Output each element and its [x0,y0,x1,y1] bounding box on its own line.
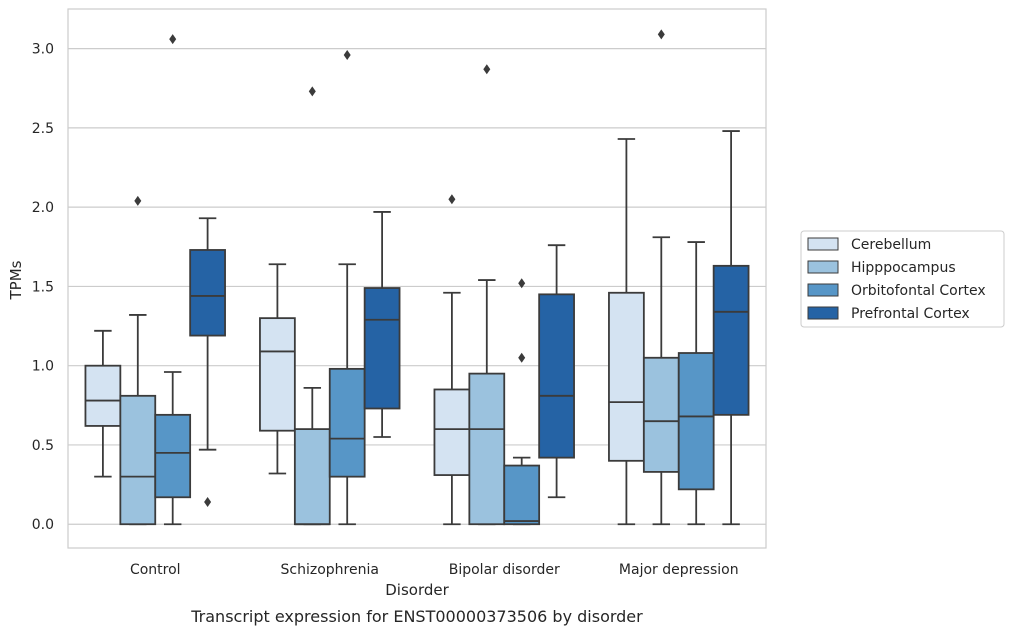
box-body [677,352,715,491]
plot-area-frame [67,8,767,549]
box-prefrontal-cortex-schizophrenia [363,211,401,438]
x-tick-label: Control [130,562,181,578]
box-body [712,264,750,416]
box-orbitofontal-cortex-major-depression [677,241,715,526]
box-body [189,249,226,337]
box-body [608,291,645,462]
box-body [538,293,575,459]
x-tick-label: Bipolar disorder [449,562,560,578]
box-body [119,394,157,526]
outlier-point [204,497,212,508]
y-tick-label: 2.5 [32,121,54,137]
outlier-point [134,195,142,206]
outlier-point [448,194,456,205]
box-cerebellum-major-depression [608,138,645,526]
box-body [363,287,401,410]
box-hipppocampus-control [119,195,157,526]
y-tick-label: 3.0 [32,42,54,58]
legend-swatch [807,260,839,274]
legend-label: Prefrontal Cortex [851,306,970,322]
box-orbitofontal-cortex-control [154,34,192,526]
outlier-point [483,64,491,75]
y-tick-label: 0.5 [32,438,54,454]
box-body [84,364,122,427]
y-tick-label: 1.0 [32,359,54,375]
box-hipppocampus-schizophrenia [293,86,331,526]
legend-label: Hipppocampus [851,260,956,276]
outlier-point [518,352,526,363]
y-axis-title: TPMs [7,260,25,300]
x-tick-label: Schizophrenia [281,562,379,578]
box-cerebellum-bipolar-disorder [433,194,471,526]
legend-items: Cerebellum Hipppocampus Orbitofontal Corte… [807,237,986,322]
box-orbitofontal-cortex-schizophrenia [328,49,366,526]
legend-swatch [807,283,839,297]
outlier-point [169,34,177,45]
outlier-point [518,278,526,289]
box-body [328,367,366,478]
legend-swatch [807,237,839,251]
box-orbitofontal-cortex-bipolar-disorder [503,278,541,526]
legend-label: Orbitofontal Cortex [851,283,986,299]
box-body [154,413,192,499]
outlier-point [657,29,665,40]
x-axis-title: Disorder [385,581,449,599]
box-body [642,356,680,473]
box-prefrontal-cortex-bipolar-disorder [538,244,575,499]
box-body [433,388,471,476]
box-cerebellum-control [84,329,122,478]
box-body [503,464,541,526]
outlier-point [343,49,351,60]
boxes-layer [84,29,750,526]
box-body [468,372,506,526]
y-tick-label: 2.0 [32,200,54,216]
legend-label: Cerebellum [851,237,931,253]
box-hipppocampus-bipolar-disorder [468,64,506,526]
x-tick-labels: Control Schizophrenia Bipolar disorder Majo… [130,562,739,578]
box-body [293,428,331,526]
legend: Cerebellum Hipppocampus Orbitofontal Corte… [800,230,1005,328]
legend-frame [800,230,1005,328]
y-tick-label: 0.0 [32,517,54,533]
outlier-point [308,86,316,97]
box-cerebellum-schizophrenia [259,263,296,475]
y-tick-labels: 0.0 0.5 1.0 1.5 2.0 2.5 3.0 [32,42,54,534]
box-hipppocampus-major-depression [642,29,680,526]
x-tick-label: Major depression [619,562,739,578]
box-body [259,317,296,432]
y-tick-label: 1.5 [32,279,54,295]
box-prefrontal-cortex-control [189,217,226,508]
chart-caption: Transcript expression for ENST0000037350… [190,607,643,626]
box-prefrontal-cortex-major-depression [712,130,750,526]
legend-swatch [807,306,839,320]
